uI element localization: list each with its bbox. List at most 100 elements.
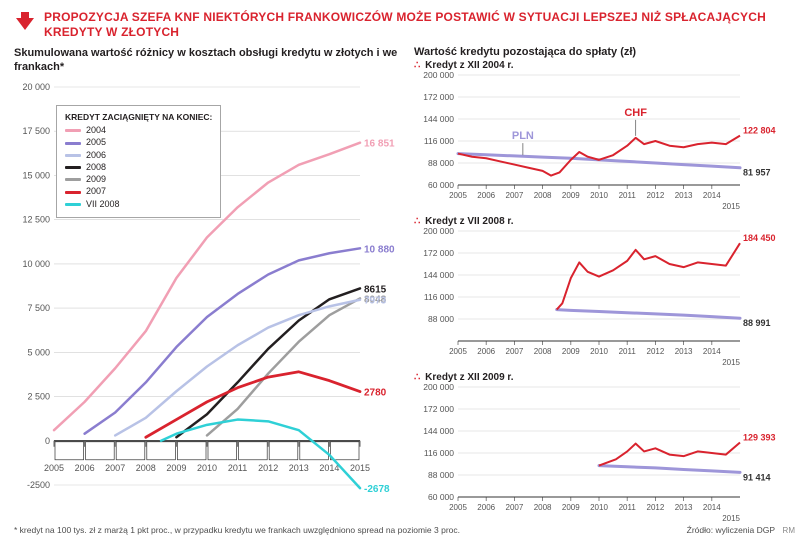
- mini-chart: ∴ Kredyt z XII 2009 r.60 00088 000116 00…: [414, 372, 784, 528]
- svg-text:2012: 2012: [647, 191, 665, 200]
- svg-text:2015: 2015: [722, 358, 740, 367]
- svg-text:PLN: PLN: [512, 130, 534, 142]
- legend-item: 2009: [65, 174, 212, 185]
- svg-text:2008: 2008: [534, 503, 552, 512]
- svg-text:2005: 2005: [449, 503, 467, 512]
- svg-text:200 000: 200 000: [423, 227, 454, 236]
- headline: PROPOZYCJA SZEFA KNF NIEKTÓRYCH FRANKOWI…: [44, 10, 791, 40]
- footnote: * kredyt na 100 tys. zł z marżą 1 pkt pr…: [14, 525, 460, 535]
- svg-text:2007: 2007: [506, 503, 524, 512]
- svg-text:2007: 2007: [506, 347, 524, 356]
- svg-text:2009: 2009: [562, 347, 580, 356]
- right-title: Wartość kredytu pozostająca do spłaty (z…: [414, 46, 784, 58]
- svg-text:172 000: 172 000: [423, 404, 454, 414]
- svg-text:200 000: 200 000: [423, 71, 454, 80]
- legend-item: 2007: [65, 186, 212, 197]
- svg-text:12 500: 12 500: [22, 214, 50, 224]
- svg-text:2015: 2015: [350, 462, 370, 472]
- svg-text:2014: 2014: [703, 191, 721, 200]
- svg-text:2012: 2012: [647, 503, 665, 512]
- svg-text:2006: 2006: [477, 503, 495, 512]
- legend-item: 2004: [65, 125, 212, 136]
- svg-text:7 500: 7 500: [27, 303, 50, 313]
- svg-text:0: 0: [45, 435, 50, 445]
- svg-text:2009: 2009: [166, 462, 186, 472]
- svg-text:CHF: CHF: [624, 107, 647, 119]
- svg-text:60 000: 60 000: [428, 180, 454, 190]
- svg-text:88 000: 88 000: [428, 314, 454, 324]
- svg-text:2011: 2011: [619, 191, 637, 200]
- svg-text:2015: 2015: [722, 514, 740, 523]
- svg-text:2009: 2009: [562, 191, 580, 200]
- svg-text:2005: 2005: [449, 347, 467, 356]
- svg-text:2013: 2013: [289, 462, 309, 472]
- mini-chart-title: ∴ Kredyt z XII 2009 r.: [414, 372, 784, 383]
- svg-text:20 000: 20 000: [22, 82, 50, 92]
- svg-text:2014: 2014: [703, 503, 721, 512]
- svg-text:2011: 2011: [228, 462, 247, 472]
- mini-chart: ∴ Kredyt z VII 2008 r. 88 000 116 000 144 0…: [414, 216, 784, 372]
- svg-text:2009: 2009: [562, 503, 580, 512]
- svg-text:2010: 2010: [590, 191, 608, 200]
- header-row: PROPOZYCJA SZEFA KNF NIEKTÓRYCH FRANKOWI…: [14, 10, 791, 40]
- svg-text:2007: 2007: [105, 462, 125, 472]
- svg-text:2015: 2015: [722, 202, 740, 211]
- mini-chart-title: ∴ Kredyt z VII 2008 r.: [414, 216, 784, 227]
- legend-item: 2005: [65, 137, 212, 148]
- svg-text:116 000: 116 000: [424, 136, 454, 146]
- svg-text:7973: 7973: [364, 295, 387, 306]
- svg-text:88 991: 88 991: [743, 318, 771, 328]
- svg-text:2014: 2014: [703, 347, 721, 356]
- legend-item: VII 2008: [65, 199, 212, 210]
- svg-text:2008: 2008: [136, 462, 156, 472]
- svg-text:2011: 2011: [619, 347, 637, 356]
- left-chart: -250002 5005 0007 50010 00012 50015 0001…: [14, 79, 404, 524]
- author-initials: RM: [783, 526, 795, 535]
- svg-text:60 000: 60 000: [428, 492, 454, 502]
- svg-text:116 000: 116 000: [424, 448, 454, 458]
- legend-item: 2006: [65, 150, 212, 161]
- svg-text:2007: 2007: [506, 191, 524, 200]
- legend-title: KREDYT ZACIĄGNIĘTY NA KONIEC:: [65, 112, 212, 123]
- legend-box: KREDYT ZACIĄGNIĘTY NA KONIEC: 20042005 20…: [56, 105, 221, 218]
- svg-text:2013: 2013: [675, 503, 693, 512]
- svg-text:2006: 2006: [477, 347, 495, 356]
- svg-text:10 000: 10 000: [22, 258, 50, 268]
- svg-text:2005: 2005: [449, 191, 467, 200]
- svg-text:129 393: 129 393: [743, 432, 776, 442]
- mini-chart: ∴ Kredyt z XII 2004 r. 60 000 88 000 116 00…: [414, 60, 784, 216]
- left-subtitle: Skumulowana wartość różnicy w kosztach o…: [14, 46, 404, 75]
- svg-text:10 880: 10 880: [364, 244, 395, 255]
- svg-text:184 450: 184 450: [743, 233, 776, 243]
- svg-text:16 851: 16 851: [364, 138, 395, 149]
- svg-text:144 000: 144 000: [423, 270, 454, 280]
- svg-text:144 000: 144 000: [423, 114, 454, 124]
- svg-text:2012: 2012: [258, 462, 278, 472]
- svg-text:116 000: 116 000: [424, 292, 454, 302]
- svg-text:2010: 2010: [590, 347, 608, 356]
- svg-text:5 000: 5 000: [27, 347, 50, 357]
- svg-text:2008: 2008: [534, 191, 552, 200]
- svg-text:2010: 2010: [590, 503, 608, 512]
- svg-text:81 957: 81 957: [743, 168, 771, 178]
- svg-text:2011: 2011: [619, 503, 637, 512]
- source: Źródło: wyliczenia DGP: [687, 525, 775, 535]
- svg-text:-2678: -2678: [364, 484, 390, 495]
- svg-text:2010: 2010: [197, 462, 217, 472]
- svg-text:88 000: 88 000: [428, 158, 454, 168]
- svg-text:2005: 2005: [44, 462, 64, 472]
- svg-text:2012: 2012: [647, 347, 665, 356]
- svg-text:17 500: 17 500: [22, 126, 50, 136]
- down-arrow-icon: [14, 10, 36, 32]
- legend-item: 2008: [65, 162, 212, 173]
- svg-text:144 000: 144 000: [423, 426, 454, 436]
- svg-text:200 000: 200 000: [423, 383, 454, 392]
- mini-chart-title: ∴ Kredyt z XII 2004 r.: [414, 60, 784, 71]
- svg-text:2013: 2013: [675, 191, 693, 200]
- svg-text:2006: 2006: [477, 191, 495, 200]
- svg-text:91 414: 91 414: [743, 472, 771, 482]
- svg-text:2780: 2780: [364, 387, 387, 398]
- svg-text:2006: 2006: [75, 462, 95, 472]
- svg-text:172 000: 172 000: [423, 92, 454, 102]
- svg-text:172 000: 172 000: [423, 248, 454, 258]
